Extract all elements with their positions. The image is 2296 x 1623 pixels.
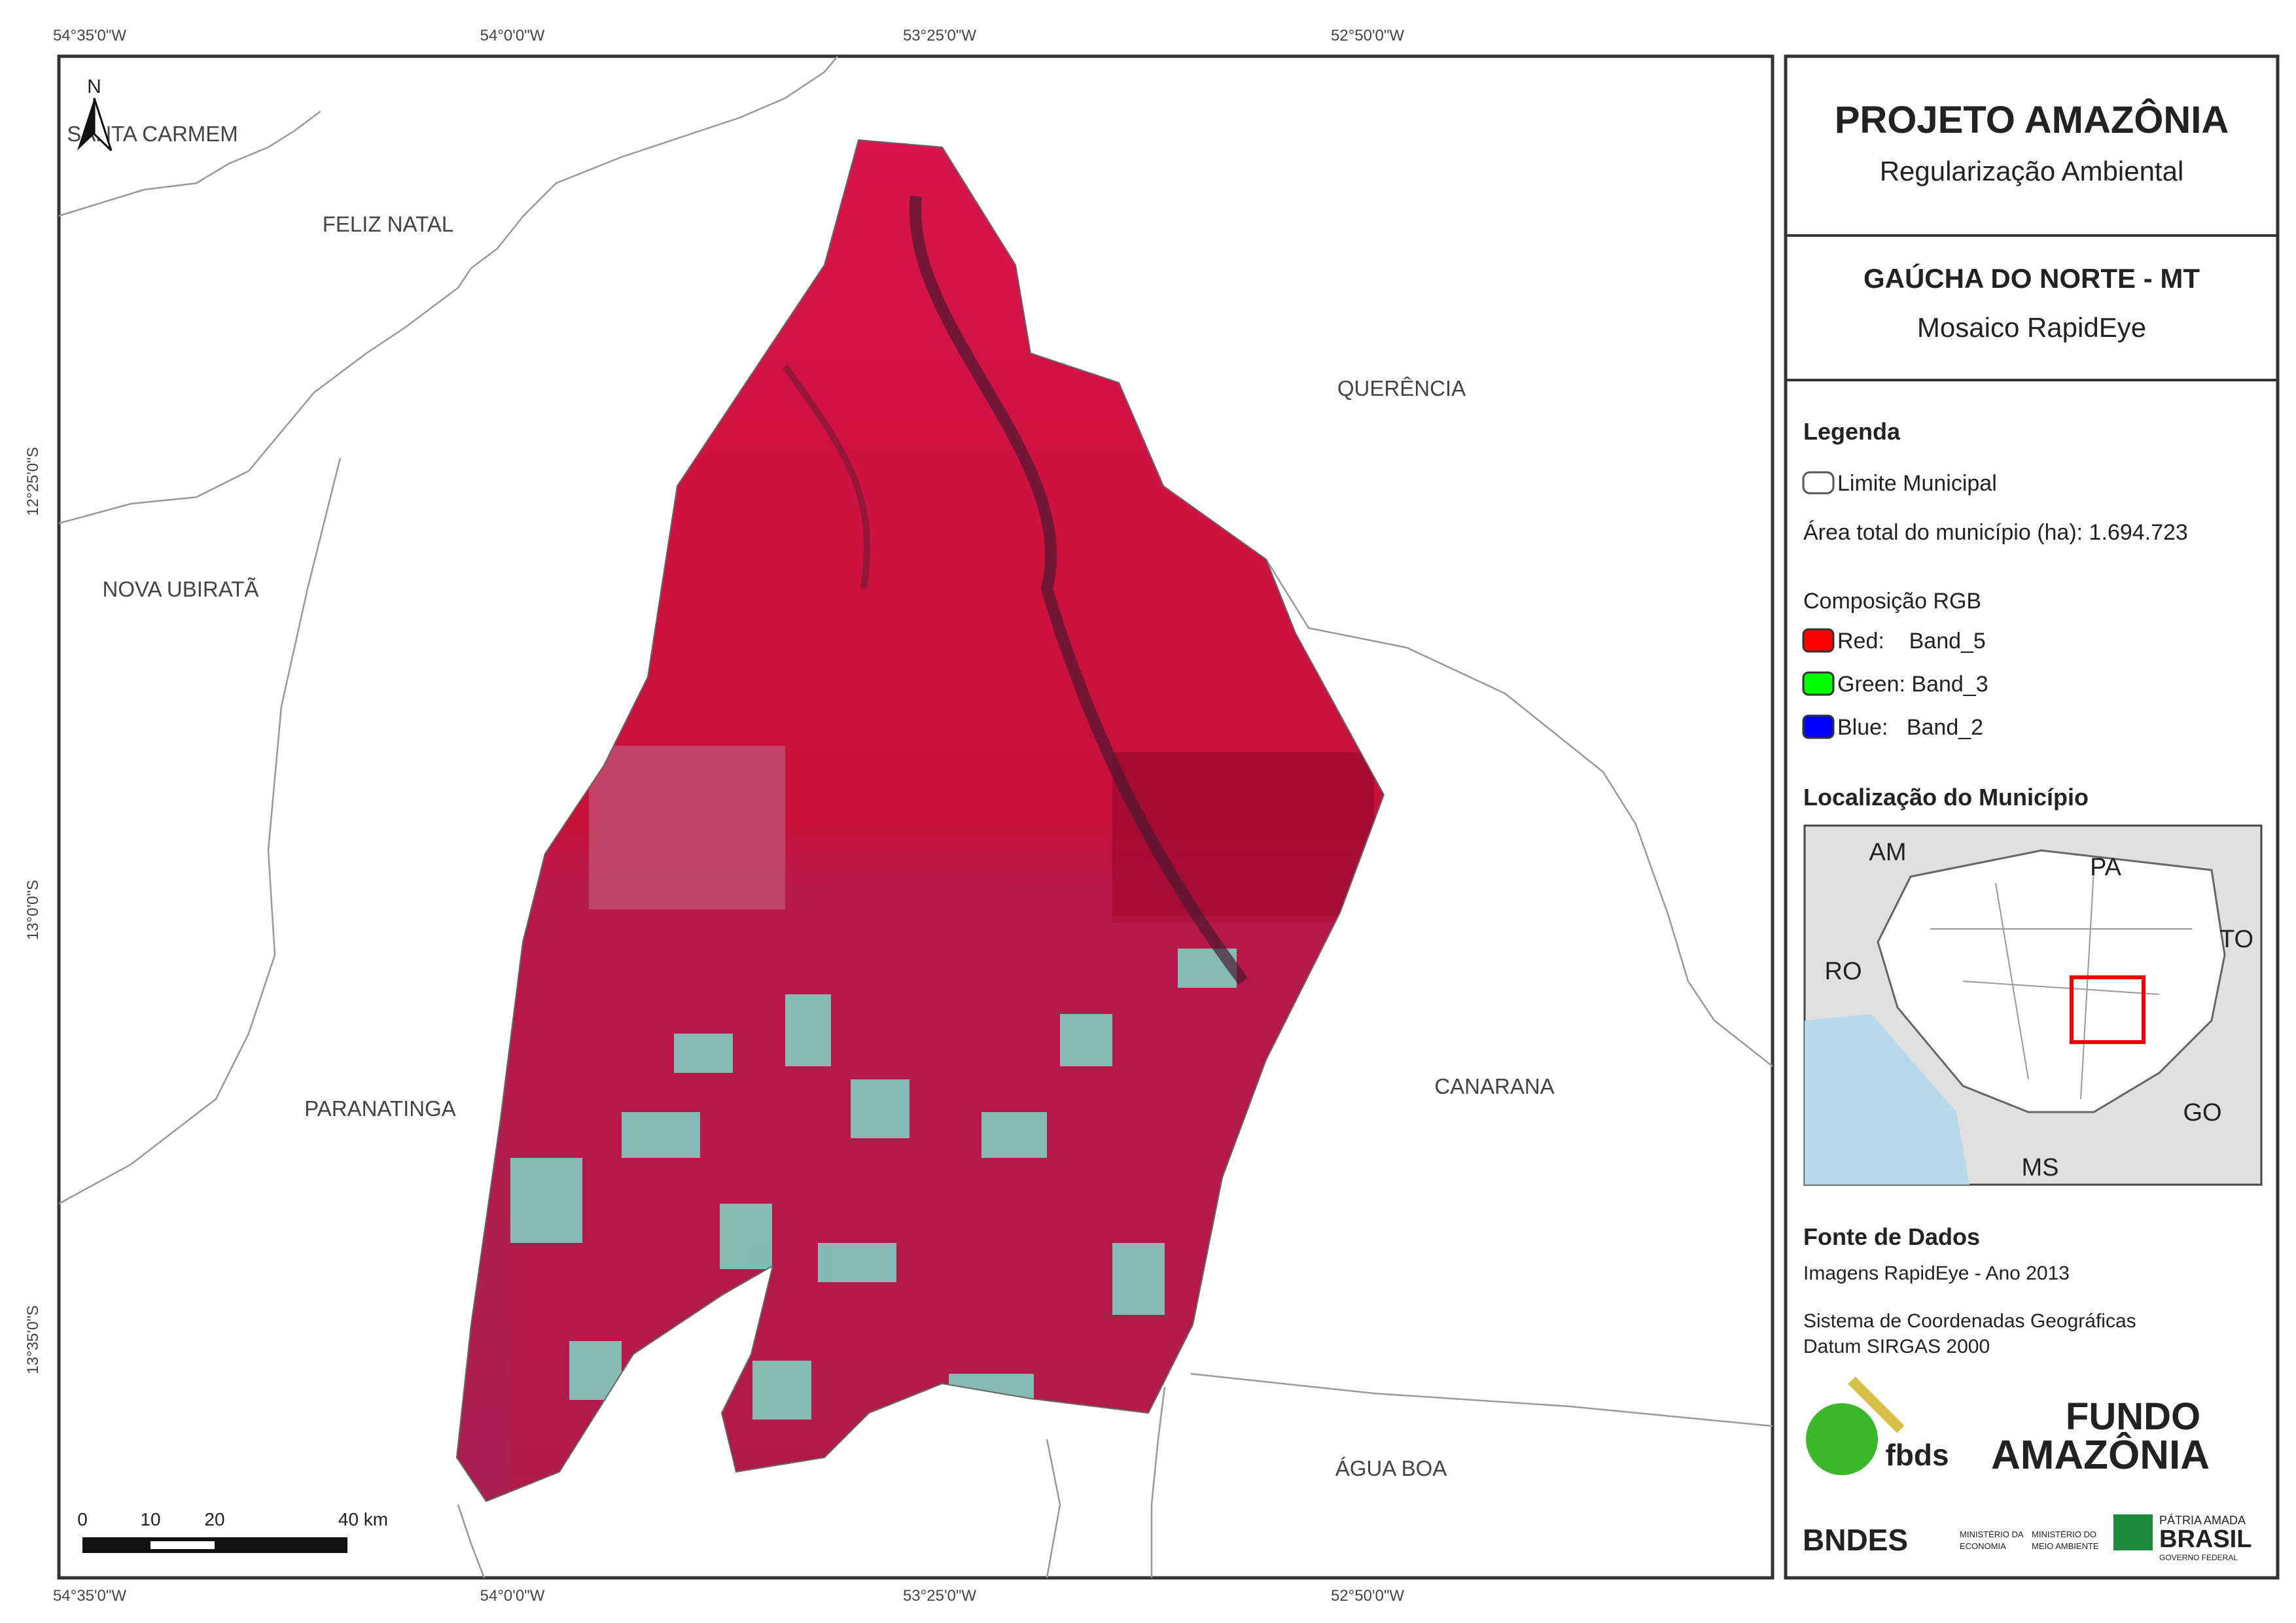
place-label: FELIZ NATAL [323, 212, 453, 236]
coord-label: 53°25'0"W [903, 27, 976, 44]
place-label: ÁGUA BOA [1335, 1456, 1447, 1480]
legend-item: Limite Municipal [1837, 471, 1997, 496]
locator-label: TO [2219, 926, 2253, 953]
coord-label: 52°50'0"W [1331, 27, 1404, 44]
logo-text: ECONOMIA [1960, 1541, 2006, 1551]
coord-label: 12°25'0"S [24, 447, 42, 515]
locator-label: PA [2090, 854, 2122, 881]
logo-text: PÁTRIA AMADA [2159, 1514, 2246, 1527]
band-swatch [1802, 671, 1835, 696]
place-label: NOVA UBIRATÃ [103, 577, 259, 601]
scale-label: 10 [140, 1509, 160, 1529]
legend-title: Legenda [1803, 418, 1901, 445]
locator-label: GO [2183, 1099, 2221, 1126]
coord-label: 54°0'0"W [480, 27, 545, 44]
sources-text: Imagens RapidEye - Ano 2013 [1803, 1263, 2070, 1284]
legend-area: Área total do município (ha): 1.694.723 [1803, 520, 2188, 545]
logo-text: MINISTÉRIO DA [1960, 1529, 2024, 1539]
coord-label: 53°25'0"W [903, 1587, 976, 1605]
logo-text: BNDES [1803, 1523, 1908, 1557]
band-swatch [1802, 628, 1835, 653]
logo-text: GOVERNO FEDERAL [2159, 1553, 2238, 1562]
place-label: CANARANA [1434, 1074, 1554, 1098]
logo-text: MEIO AMBIENTE [2032, 1541, 2099, 1551]
band-label: Blue: Band_2 [1837, 715, 1983, 740]
logo-text: MINISTÉRIO DO [2032, 1529, 2096, 1539]
band-label: Red: Band_5 [1837, 629, 1986, 654]
map-subtitle: Mosaico RapidEye [1917, 312, 2146, 343]
place-label: QUERÊNCIA [1337, 376, 1466, 400]
logo-text: AMAZÔNIA [1991, 1433, 2210, 1478]
logo-text: FUNDO [2066, 1395, 2200, 1438]
municipal-boundary [455, 139, 1385, 1503]
sources-text: Datum SIRGAS 2000 [1803, 1336, 1990, 1357]
boundaries [58, 56, 1773, 1579]
scale-bar: 0 10 20 40 km [77, 1509, 388, 1553]
locator-title: Localização do Município [1803, 784, 2089, 811]
side-panel: PROJETO AMAZÔNIA Regularização Ambiental… [1784, 54, 2280, 1580]
coord-label: 52°50'0"W [1331, 1587, 1404, 1605]
band-swatch [1802, 714, 1835, 739]
sources-text: Sistema de Coordenadas Geográficas [1803, 1310, 2136, 1332]
logos: fbds FUNDO AMAZÔNIA BNDES MINISTÉRIO DA … [1803, 1376, 2252, 1562]
project-subtitle: Regularização Ambiental [1880, 156, 2184, 186]
coord-label: 13°35'0"S [24, 1305, 42, 1374]
scale-label: 20 [204, 1509, 224, 1529]
place-label: PARANATINGA [304, 1096, 456, 1121]
coord-label: 54°35'0"W [53, 1587, 126, 1605]
project-title: PROJETO AMAZÔNIA [1835, 99, 2229, 141]
locator-map: AM PA TO RO GO MS [1803, 824, 2263, 1186]
north-arrow: N [77, 76, 113, 152]
scale-label: 0 [77, 1509, 88, 1529]
map-title: GAÚCHA DO NORTE - MT [1863, 262, 2200, 294]
scale-label: 40 km [338, 1509, 388, 1529]
coord-label: 54°0'0"W [480, 1587, 545, 1605]
locator-label: MS [2022, 1154, 2059, 1181]
logo-text: BRASIL [2159, 1526, 2252, 1553]
locator-label: RO [1825, 958, 1862, 985]
north-label: N [87, 76, 101, 97]
coord-label: 54°35'0"W [53, 27, 126, 44]
coord-label: 13°0'0"S [24, 880, 42, 940]
band-label: Green: Band_3 [1837, 672, 1988, 697]
graticule-labels: 54°35'0"W 54°0'0"W 53°25'0"W 52°50'0"W 5… [24, 27, 1404, 1605]
logo-text: fbds [1885, 1438, 1949, 1472]
locator-label: AM [1869, 839, 1907, 866]
legend-rgb-title: Composição RGB [1803, 589, 1981, 614]
sources-title: Fonte de Dados [1803, 1223, 1980, 1250]
